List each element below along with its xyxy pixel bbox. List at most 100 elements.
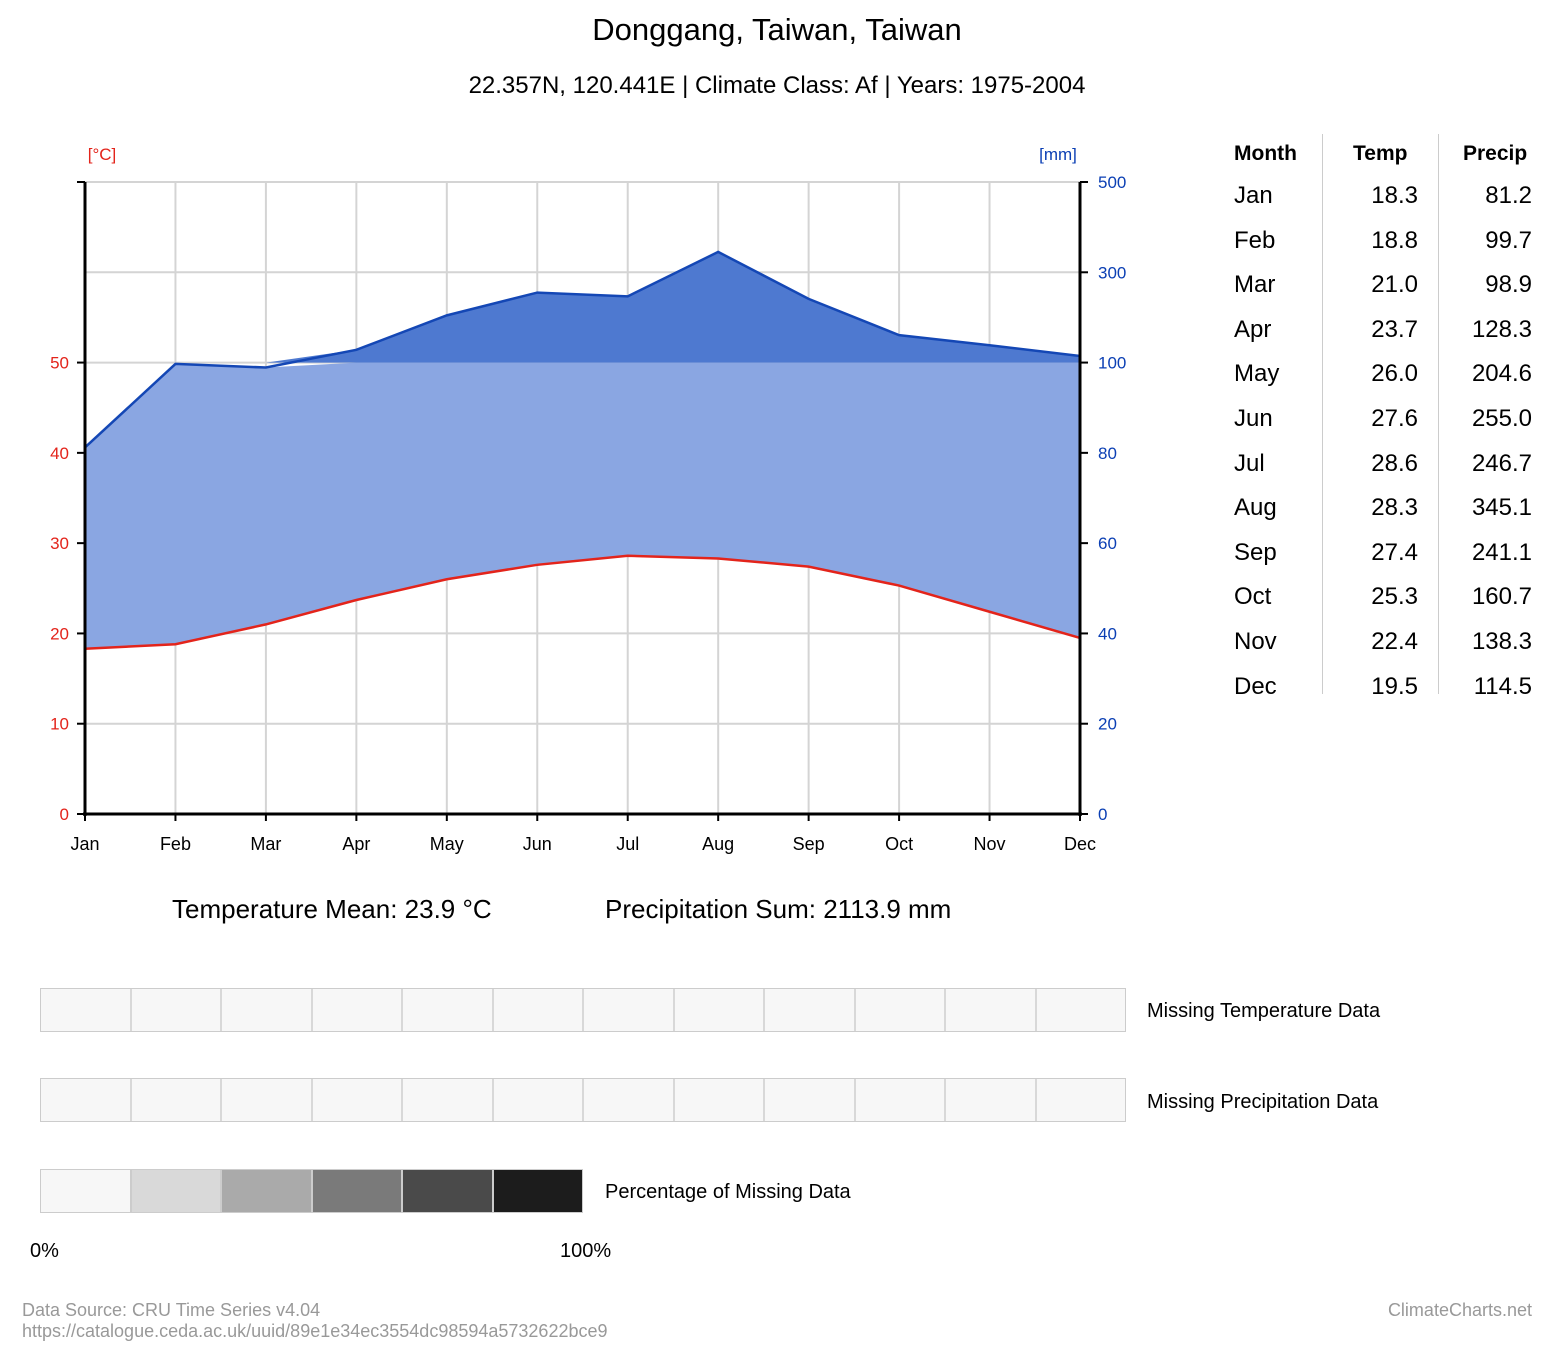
table-cell: 246.7 bbox=[1471, 449, 1532, 477]
bar-segment bbox=[584, 1079, 675, 1121]
humid-area bbox=[85, 362, 1080, 649]
right-tick-label: 300 bbox=[1098, 263, 1126, 282]
missing-scale-bar bbox=[40, 1169, 583, 1213]
bar-segment bbox=[312, 989, 403, 1031]
table-cell: 22.4 bbox=[1371, 628, 1418, 655]
chart-title: Donggang, Taiwan, Taiwan bbox=[592, 12, 962, 47]
temperature-mean: Temperature Mean: 23.9 °C bbox=[172, 894, 492, 924]
table-cell: Jul bbox=[1234, 449, 1265, 477]
right-tick-label: 500 bbox=[1098, 173, 1126, 192]
table-separator bbox=[1438, 134, 1439, 694]
table-cell: Sep bbox=[1234, 538, 1277, 566]
bar-segment bbox=[130, 1169, 221, 1213]
table-header: Month bbox=[1234, 142, 1297, 165]
bar-segment bbox=[765, 1079, 856, 1121]
bar-segment bbox=[855, 989, 946, 1031]
x-tick-label: Oct bbox=[885, 834, 913, 854]
x-tick-label: Apr bbox=[342, 834, 370, 854]
precipitation-line bbox=[84, 250, 1081, 449]
x-tick-label: Aug bbox=[702, 834, 734, 854]
left-tick-label: 20 bbox=[50, 624, 69, 643]
climate-chart: 0 10 20 30 40 50 [°C] 0 20 40 60 80 100 300 500 [mm] Jan… bbox=[50, 145, 1126, 854]
table-cell: 99.7 bbox=[1485, 226, 1532, 254]
bar-segment bbox=[131, 1079, 222, 1121]
table-cell: May bbox=[1234, 360, 1280, 388]
left-tick-label: 0 bbox=[60, 805, 69, 824]
bar-segment bbox=[493, 1079, 584, 1121]
table-cell: Aug bbox=[1234, 494, 1277, 522]
table-cell: Mar bbox=[1234, 271, 1276, 299]
x-tick-label: Nov bbox=[974, 834, 1006, 854]
table-cell: Oct bbox=[1234, 583, 1272, 611]
chart-subtitle: 22.357N, 120.441E | Climate Class: Af | … bbox=[468, 72, 1086, 99]
left-tick-label: 30 bbox=[50, 534, 69, 553]
bar-segment bbox=[312, 1079, 403, 1121]
table-cell: Nov bbox=[1234, 628, 1277, 655]
bar-segment bbox=[1036, 1079, 1125, 1121]
table-cell: Dec bbox=[1234, 672, 1277, 700]
bar-segment bbox=[41, 1079, 132, 1121]
missing-scale-label: Percentage of Missing Data bbox=[605, 1181, 851, 1203]
table-cell: Jan bbox=[1234, 182, 1273, 209]
x-tick-label: Jan bbox=[70, 834, 99, 854]
missing-precipitation-bar bbox=[40, 1078, 1126, 1122]
x-tick-label: May bbox=[430, 834, 464, 854]
bar-segment bbox=[222, 989, 313, 1031]
data-source-url[interactable]: https://catalogue.ceda.ac.uk/uuid/89e1e3… bbox=[22, 1321, 608, 1341]
table-cell: 255.0 bbox=[1471, 405, 1532, 432]
bar-segment bbox=[41, 989, 132, 1031]
table-header: Temp bbox=[1353, 142, 1408, 165]
table-cell: 345.1 bbox=[1471, 494, 1532, 522]
precipitation-sum: Precipitation Sum: 2113.9 mm bbox=[605, 894, 952, 924]
bar-segment bbox=[674, 989, 765, 1031]
bar-segment bbox=[221, 1169, 312, 1213]
data-source: Data Source: CRU Time Series v4.04 bbox=[22, 1300, 321, 1320]
table-cell: 81.2 bbox=[1485, 182, 1532, 209]
right-axis-unit: [mm] bbox=[1039, 145, 1077, 164]
table-cell: 27.6 bbox=[1371, 405, 1418, 432]
right-tick-label: 40 bbox=[1098, 624, 1117, 643]
x-tick-label: Dec bbox=[1064, 834, 1096, 854]
scale-min-label: 0% bbox=[30, 1240, 59, 1262]
table-cell: Apr bbox=[1234, 315, 1272, 343]
table-cell: 26.0 bbox=[1371, 360, 1418, 388]
bar-segment bbox=[131, 989, 222, 1031]
bar-segment bbox=[765, 989, 856, 1031]
bar-segment bbox=[674, 1079, 765, 1121]
table-cell: 138.3 bbox=[1471, 628, 1532, 655]
scale-max-label: 100% bbox=[560, 1240, 612, 1262]
bar-segment bbox=[402, 1169, 493, 1213]
table-header: Precip bbox=[1463, 142, 1528, 165]
temperature-line bbox=[84, 554, 1081, 651]
left-tick-label: 50 bbox=[50, 354, 69, 373]
right-tick-label: 80 bbox=[1098, 444, 1117, 463]
bar-segment bbox=[492, 1169, 583, 1213]
table-cell: 25.3 bbox=[1371, 583, 1418, 611]
x-tick-label: Feb bbox=[160, 834, 191, 854]
missing-temperature-label: Missing Temperature Data bbox=[1147, 1000, 1381, 1022]
table-cell: 28.3 bbox=[1371, 494, 1418, 522]
left-axis-unit: [°C] bbox=[88, 145, 117, 164]
table-separator bbox=[1322, 134, 1323, 694]
right-tick-label: 100 bbox=[1098, 354, 1126, 373]
perhumid-area bbox=[85, 251, 1080, 363]
bar-segment bbox=[222, 1079, 313, 1121]
table-cell: 19.5 bbox=[1371, 672, 1418, 700]
bar-segment bbox=[403, 1079, 494, 1121]
bar-segment bbox=[493, 989, 584, 1031]
bar-segment bbox=[311, 1169, 402, 1213]
right-tick-label: 20 bbox=[1098, 715, 1117, 734]
left-tick-label: 10 bbox=[50, 715, 69, 734]
table-cell: 128.3 bbox=[1471, 315, 1532, 343]
table-cell: 114.5 bbox=[1473, 672, 1532, 700]
table-cell: 18.8 bbox=[1371, 226, 1418, 254]
bar-segment bbox=[946, 989, 1037, 1031]
table-cell: 204.6 bbox=[1471, 360, 1532, 388]
climate-table: Month Temp Precip Jan 18.3 81.2 Feb 18.8 99.7 Mar… bbox=[1210, 134, 1550, 700]
x-tick-label: Jul bbox=[616, 834, 639, 854]
table-cell: 21.0 bbox=[1371, 271, 1418, 299]
brand-link[interactable]: ClimateCharts.net bbox=[1387, 1300, 1532, 1320]
table-cell: Feb bbox=[1234, 226, 1276, 254]
table-cell: 160.7 bbox=[1471, 583, 1532, 611]
table-cell: 98.9 bbox=[1485, 271, 1532, 299]
